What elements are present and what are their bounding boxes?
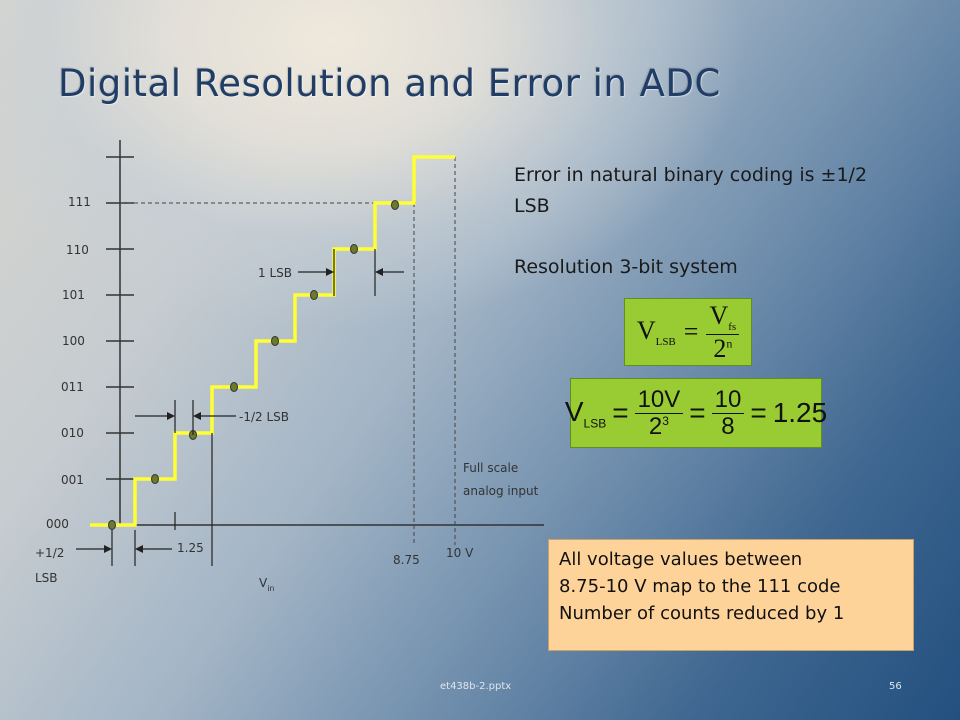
vlsb-formula-box: VLSB = Vfs 2n <box>624 298 752 366</box>
eq1-lhs: VLSB <box>636 315 676 349</box>
slide-title: Digital Resolution and Error in ADC <box>58 62 721 105</box>
code-center-dots <box>108 200 399 530</box>
one-lsb-arrow-right-icon <box>326 268 334 276</box>
eq1-fraction: Vfs 2n <box>706 302 740 362</box>
vin-label: Vin <box>259 576 275 593</box>
note-line-2: 8.75-10 V map to the 111 code <box>559 576 841 597</box>
v125-label: 1.25 <box>177 541 204 555</box>
one-lsb-marker <box>298 249 404 296</box>
eq2-lhs: VLSB <box>564 395 607 431</box>
plus-half-lsb-label-line2: LSB <box>35 571 58 585</box>
code-label-111: 111 <box>68 195 91 209</box>
note-line-1: All voltage values between <box>559 549 803 570</box>
code-label-101: 101 <box>62 288 85 302</box>
plus-half-lsb-arrow-right-icon <box>104 545 112 553</box>
full-scale-label-line1: Full scale <box>463 461 518 475</box>
error-statement: Error in natural binary coding is ±1/2 L… <box>514 164 868 217</box>
page-number: 56 <box>889 681 902 692</box>
half-lsb-arrow-left-icon <box>193 412 201 420</box>
code-label-100: 100 <box>62 334 85 348</box>
footer-filename: et438b-2.pptx <box>440 681 512 692</box>
vlsb-calculation-box: VLSB = 10V 23 = 10 8 = 1.25 <box>565 378 827 448</box>
eq2-fraction-1: 10V 23 <box>634 387 684 439</box>
one-lsb-label: 1 LSB <box>258 266 292 280</box>
eq2-equals-1: = <box>612 397 629 428</box>
code-label-110: 110 <box>66 243 89 257</box>
code-label-011: 011 <box>61 380 84 394</box>
eq2-result: 1.25 <box>772 397 828 428</box>
note-box: All voltage values between 8.75-10 V map… <box>548 539 914 651</box>
half-lsb-label: -1/2 LSB <box>239 410 289 424</box>
plus-half-lsb-marker <box>76 530 172 566</box>
resolution-statement: Resolution 3-bit system <box>514 256 738 278</box>
code-label-001: 001 <box>61 473 84 487</box>
eq1-equals: = <box>683 317 699 346</box>
plus-half-lsb-label-line1: +1/2 <box>35 546 64 560</box>
v875-label: 8.75 <box>393 553 420 567</box>
plus-half-lsb-arrow-left-icon <box>135 545 143 553</box>
v10-label: 10 V <box>446 546 474 560</box>
half-lsb-arrow-right-icon <box>167 412 175 420</box>
one-lsb-arrow-left-icon <box>375 268 383 276</box>
eq2-equals-2: = <box>689 397 706 428</box>
note-line-3: Number of counts reduced by 1 <box>559 603 845 624</box>
eq2-equals-3: = <box>750 397 767 428</box>
full-scale-label-line2: analog input <box>463 484 539 498</box>
code-label-000: 000 <box>46 517 69 531</box>
half-lsb-marker <box>135 400 236 435</box>
eq2-fraction-2: 10 8 <box>711 387 745 439</box>
y-ticks <box>106 156 134 480</box>
code-label-010: 010 <box>61 426 84 440</box>
